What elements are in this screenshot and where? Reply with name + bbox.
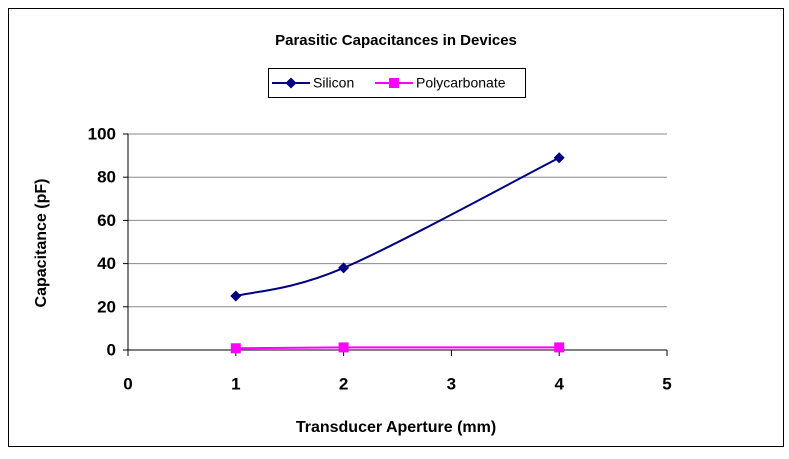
y-tick-label: 80: [97, 168, 116, 187]
data-point: [230, 343, 241, 354]
data-point: [553, 152, 565, 164]
chart-title: Parasitic Capacitances in Devices: [275, 32, 517, 49]
x-axis-title: Transducer Aperture (mm): [296, 419, 496, 436]
legend-marker: [389, 78, 399, 88]
y-tick-label: 100: [88, 124, 116, 143]
x-tick-label: 5: [662, 374, 671, 393]
x-tick-label: 0: [123, 374, 132, 393]
data-point: [230, 290, 242, 302]
series-line: [235, 156, 560, 297]
series-line: [235, 346, 560, 350]
x-tick-label: 2: [339, 374, 348, 393]
x-tick-label: 4: [554, 374, 564, 393]
x-tick-label: 1: [231, 374, 240, 393]
y-tick-label: 40: [97, 254, 116, 273]
y-tick-label: 0: [107, 340, 116, 359]
y-tick-label: 60: [97, 211, 116, 230]
legend-label: Polycarbonate: [416, 75, 506, 91]
y-tick-label: 20: [97, 297, 116, 316]
legend-label: Silicon: [313, 75, 354, 91]
data-point: [338, 262, 350, 274]
legend-marker: [285, 77, 297, 89]
data-point: [554, 342, 565, 353]
data-point: [338, 342, 349, 353]
x-tick-label: 3: [447, 374, 456, 393]
y-axis-title: Capacitance (pF): [33, 179, 50, 308]
